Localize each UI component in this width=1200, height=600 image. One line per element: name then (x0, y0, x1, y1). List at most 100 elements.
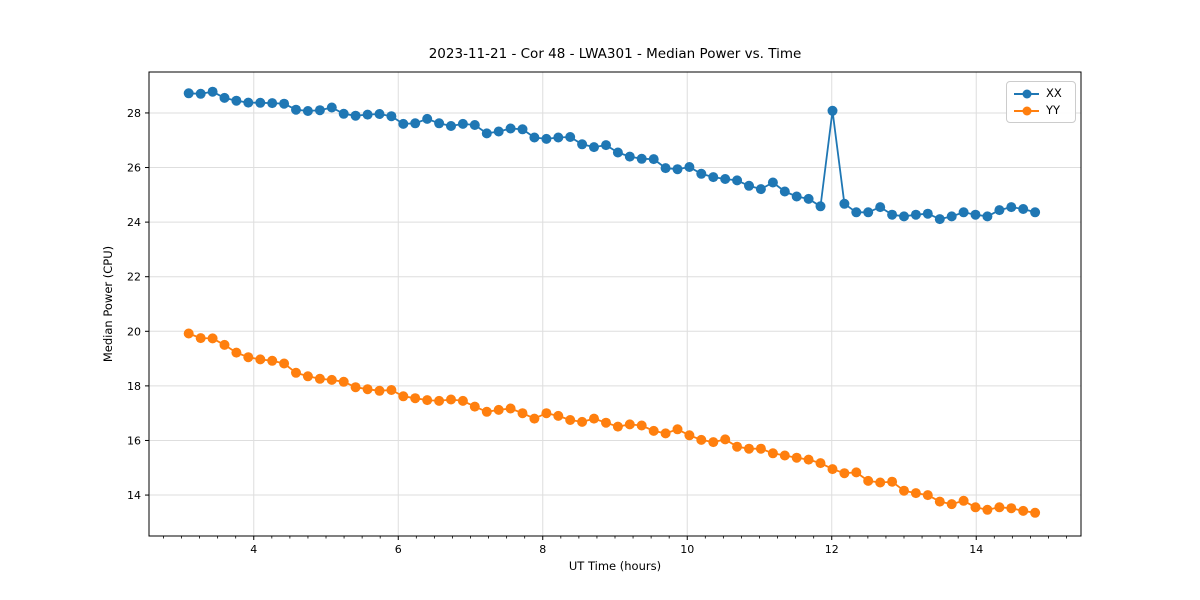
y-tick-label: 16 (127, 434, 141, 447)
y-tick-label: 20 (127, 325, 141, 338)
data-point-yy (922, 490, 933, 501)
data-point-yy (469, 401, 480, 412)
data-point-yy (231, 347, 242, 358)
data-point-xx (624, 151, 635, 162)
data-point-xx (982, 211, 993, 222)
data-point-xx (803, 193, 814, 204)
data-point-xx (541, 133, 552, 144)
data-point-xx (648, 154, 659, 165)
data-point-xx (386, 111, 397, 122)
data-point-yy (422, 395, 433, 406)
data-point-xx (279, 98, 290, 109)
data-point-xx (612, 147, 623, 158)
data-point-xx (207, 86, 218, 97)
data-point-yy (517, 408, 528, 419)
x-tick-label: 4 (250, 543, 257, 556)
data-point-xx (601, 140, 611, 151)
data-point-yy (589, 413, 599, 424)
data-point-xx (374, 109, 385, 119)
data-point-xx (994, 205, 1005, 216)
data-point-xx (446, 121, 456, 131)
data-point-yy (624, 419, 635, 430)
data-point-xx (350, 110, 361, 121)
data-point-yy (362, 384, 373, 395)
data-point-xx (779, 186, 790, 197)
data-point-xx (422, 113, 433, 124)
data-point-xx (732, 175, 743, 186)
data-point-xx (672, 164, 683, 175)
data-point-xx (887, 209, 898, 220)
data-point-yy (434, 395, 445, 406)
data-point-xx (255, 97, 266, 108)
y-tick-label: 26 (127, 162, 141, 175)
data-point-yy (386, 385, 397, 395)
data-point-yy (529, 413, 540, 424)
legend-item-xx: XX (1014, 87, 1068, 100)
data-point-yy (314, 373, 325, 384)
data-point-yy (183, 328, 194, 339)
yy-line-swatch (1014, 106, 1039, 115)
data-point-yy (338, 376, 349, 387)
data-point-xx (314, 105, 325, 116)
data-point-xx (183, 88, 194, 99)
data-point-xx (684, 162, 695, 172)
data-point-yy (732, 441, 743, 452)
data-point-xx (243, 97, 254, 108)
legend: XX YY (1006, 81, 1076, 123)
x-axis-label: UT Time (hours) (568, 559, 662, 573)
data-point-yy (958, 495, 969, 506)
data-point-yy (302, 371, 313, 382)
data-point-yy (684, 430, 695, 441)
data-point-yy (839, 468, 850, 479)
data-point-yy (982, 504, 993, 515)
data-point-yy (970, 502, 981, 513)
data-point-xx (410, 118, 421, 129)
y-tick-label: 28 (127, 107, 141, 120)
data-point-yy (755, 443, 766, 454)
data-point-yy (696, 434, 707, 445)
x-tick-label: 6 (395, 543, 402, 556)
data-point-yy (720, 434, 731, 445)
y-tick-label: 22 (127, 271, 141, 284)
data-point-yy (195, 333, 206, 344)
data-point-xx (755, 184, 766, 195)
data-point-xx (291, 104, 301, 115)
data-point-yy (493, 404, 504, 415)
data-point-yy (875, 477, 886, 488)
data-point-xx (767, 177, 778, 188)
data-point-xx (839, 198, 850, 209)
data-point-yy (481, 406, 492, 417)
data-point-xx (922, 208, 933, 219)
data-point-xx (696, 168, 707, 179)
data-point-yy (565, 415, 576, 425)
data-point-xx (970, 209, 981, 220)
data-point-yy (243, 352, 254, 363)
data-point-xx (958, 207, 969, 218)
data-point-xx (910, 209, 921, 220)
data-point-xx (577, 139, 588, 150)
data-point-yy (601, 417, 611, 428)
data-point-yy (553, 410, 564, 421)
data-point-xx (660, 163, 671, 174)
data-point-yy (350, 382, 361, 393)
data-point-yy (374, 385, 385, 396)
y-tick-label: 18 (127, 380, 141, 393)
data-point-yy (791, 452, 802, 463)
data-point-yy (267, 355, 278, 366)
data-point-xx (899, 211, 909, 222)
data-point-yy (457, 395, 468, 406)
data-point-xx (338, 108, 349, 119)
data-point-xx (505, 123, 516, 134)
x-tick-label: 14 (969, 543, 983, 556)
data-point-yy (612, 421, 623, 432)
data-point-xx (565, 132, 576, 142)
data-point-yy (410, 393, 421, 404)
series-line-yy (188, 332, 1036, 514)
data-point-yy (910, 488, 921, 499)
data-point-yy (279, 358, 290, 369)
data-point-yy (1018, 505, 1029, 516)
data-point-yy (863, 475, 874, 486)
data-point-xx (934, 214, 945, 225)
data-point-xx (398, 118, 409, 129)
